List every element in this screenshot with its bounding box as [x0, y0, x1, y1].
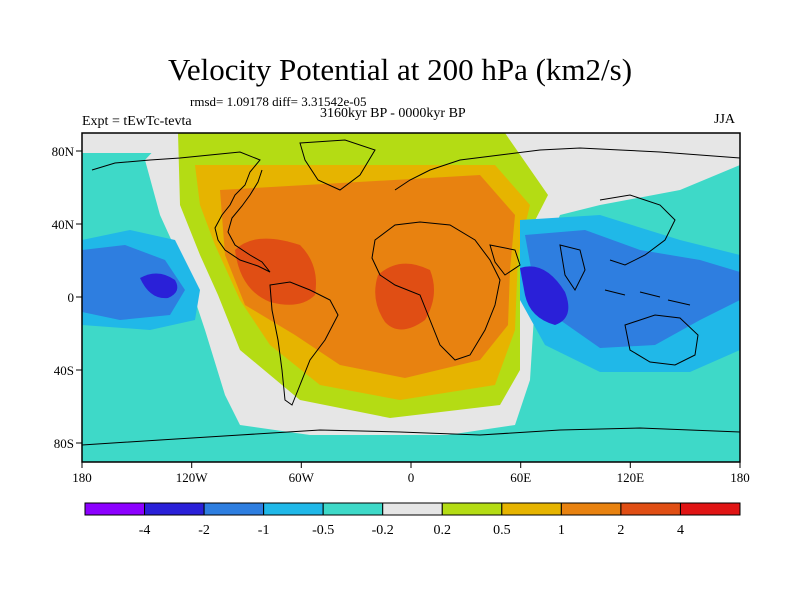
x-tick-label: 60W: [289, 470, 315, 485]
colorbar-swatch: [679, 502, 741, 516]
colorbar-swatch: [84, 502, 146, 516]
x-tick-label: 120W: [176, 470, 209, 485]
colorbar-label: -0.5: [312, 523, 334, 538]
x-tick-label: 0: [408, 470, 415, 485]
colorbar-swatch: [441, 502, 503, 516]
contour-fill: [82, 133, 740, 462]
chart-title: Velocity Potential at 200 hPa (km2/s): [167, 52, 633, 87]
coastlines: [82, 139, 740, 446]
y-tick-label: 80S: [54, 436, 74, 451]
colorbar-label: 0.5: [493, 523, 511, 538]
colorbar-label: -4: [139, 523, 151, 538]
season-label: JJA: [714, 112, 736, 127]
colorbar-swatch: [560, 502, 622, 516]
colorbar-label: 0.2: [434, 523, 452, 538]
colorbar-swatch: [144, 502, 205, 516]
colorbar-label: 4: [677, 523, 684, 538]
colorbar-label: 2: [617, 523, 624, 538]
period-label: 3160kyr BP - 0000kyr BP: [320, 106, 466, 121]
experiment-label: Expt = tEwTc-tevta: [82, 114, 192, 129]
y-tick-label: 80N: [52, 144, 75, 159]
colorbar-label: -0.2: [372, 523, 394, 538]
y-tick-label: 0: [68, 290, 75, 305]
colorbar-swatch: [203, 502, 265, 516]
y-tick-label: 40S: [54, 363, 74, 378]
colorbar: -4 -2 -1 -0.5 -0.2 0.2 0.5 1 2 4: [84, 502, 741, 538]
colorbar-swatch: [322, 502, 384, 516]
x-tick-label: 180: [730, 470, 750, 485]
colorbar-swatch: [501, 502, 562, 516]
colorbar-swatch: [620, 502, 681, 516]
axis-ticks: [76, 150, 741, 468]
x-tick-label: 120E: [617, 470, 645, 485]
colorbar-label: -1: [258, 523, 270, 538]
y-tick-label: 40N: [52, 217, 75, 232]
colorbar-swatch: [263, 502, 324, 516]
colorbar-label: -2: [198, 523, 210, 538]
colorbar-label: 1: [558, 523, 565, 538]
x-tick-label: 60E: [510, 470, 531, 485]
stats-label: rmsd= 1.09178 diff= 3.31542e-05: [190, 94, 367, 109]
colorbar-swatch: [382, 502, 443, 516]
x-tick-label: 180: [72, 470, 92, 485]
